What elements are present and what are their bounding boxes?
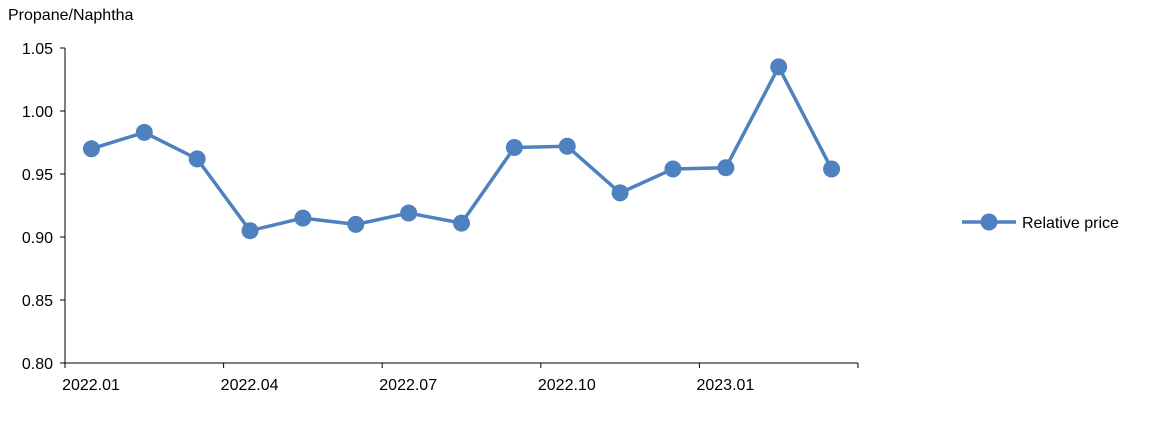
data-point [717,159,735,177]
data-point [770,58,788,76]
x-tick-label: 2022.04 [221,377,279,394]
y-axis-label: Propane/Naphtha [8,7,134,24]
x-tick-label: 2022.07 [379,377,437,394]
y-tick-label: 0.90 [22,230,53,247]
data-point [135,123,153,141]
data-point [82,140,100,158]
data-point [294,209,312,227]
data-point [347,215,365,233]
x-axis-ticks: 2022.01 2022.04 2022.07 2022.10 2023.01 [62,363,859,394]
legend-entry-relative-price: Relative price [1022,215,1119,232]
data-point [611,184,629,202]
data-point [400,204,418,222]
x-tick-label: 2023.01 [696,377,754,394]
data-point [453,214,470,232]
series-line-relative-price [90,65,834,233]
y-tick-label: 1.00 [22,104,53,121]
data-point [241,222,259,240]
data-point [823,160,841,178]
y-tick-label: 0.85 [22,293,53,310]
data-point [505,139,523,157]
data-point [188,150,206,168]
legend: Relative price [962,213,1119,232]
y-tick-label: 0.80 [22,356,53,373]
y-tick-label: 0.95 [22,167,53,184]
y-tick-label: 1.05 [22,41,53,58]
y-axis-ticks: 0.80 0.85 0.90 0.95 1.00 1.05 [22,41,65,373]
x-tick-label: 2022.01 [62,377,120,394]
x-tick-label: 2022.10 [538,377,596,394]
series-group [82,58,841,240]
data-point [664,160,682,178]
axes [64,48,858,364]
legend-marker-swatch [980,213,998,231]
data-point [558,137,576,155]
